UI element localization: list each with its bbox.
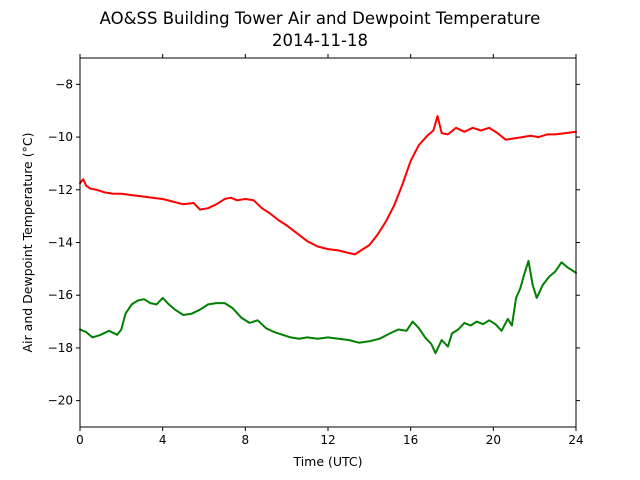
series-line-1 (79, 115, 577, 256)
x-tick-label: 16 (403, 433, 418, 447)
x-tick-label: 12 (320, 433, 335, 447)
x-tick-label: 4 (159, 433, 167, 447)
x-axis-label: Time (UTC) (292, 454, 362, 469)
y-tick-label: −16 (48, 288, 73, 302)
x-tick-label: 8 (242, 433, 250, 447)
y-axis-label: Air and Dewpoint Temperature (°C) (20, 133, 35, 353)
chart-title: AO&SS Building Tower Air and Dewpoint Te… (100, 9, 541, 28)
series-layer (79, 115, 577, 355)
y-tick-label: −12 (48, 183, 73, 197)
x-tick-label: 0 (76, 433, 84, 447)
y-tick-label: −20 (48, 394, 73, 408)
y-tick-label: −8 (55, 77, 73, 91)
ticks-layer: 0 4 8 12 16 20 24 −20 −18 −16 −14 −12 −10 −8 (48, 54, 584, 447)
chart-subtitle: 2014-11-18 (272, 31, 368, 50)
series-line-2 (79, 259, 577, 355)
y-tick-label: −10 (48, 130, 73, 144)
y-tick-label: −18 (48, 341, 73, 355)
y-tick-label: −14 (48, 236, 73, 250)
plot-frame (79, 57, 577, 428)
x-tick-label: 20 (486, 433, 501, 447)
x-tick-label: 24 (568, 433, 583, 447)
